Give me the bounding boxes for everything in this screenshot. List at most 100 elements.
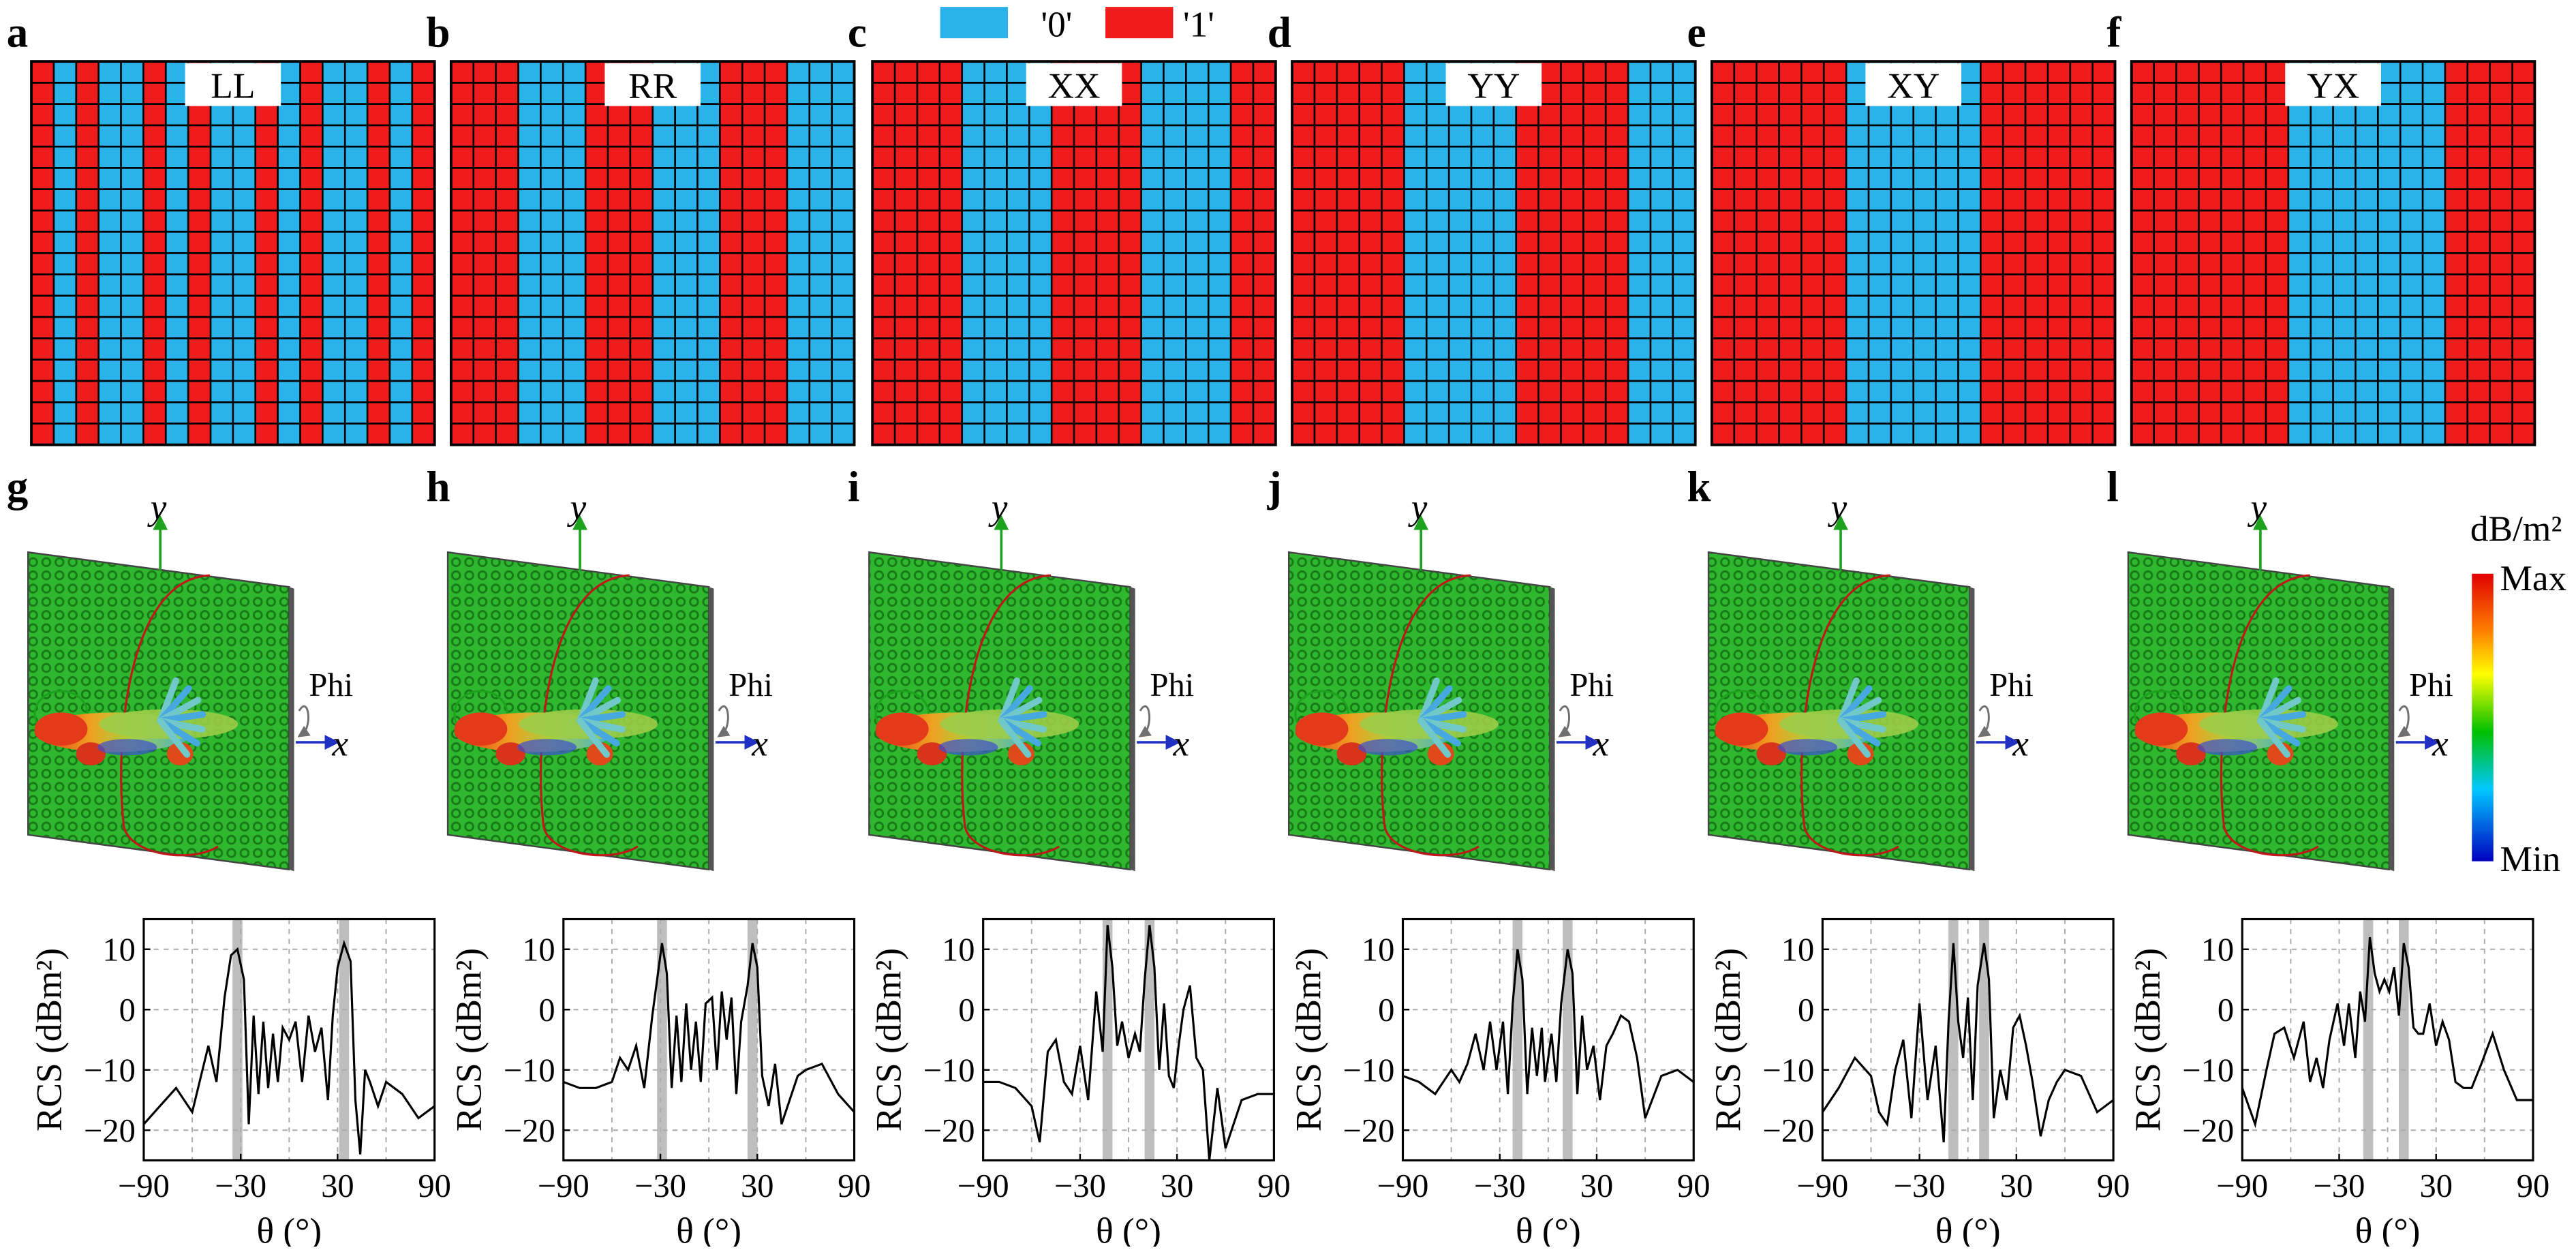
y-axis-label: y	[566, 487, 586, 528]
panel-frame	[2130, 60, 2536, 446]
panel-frame	[449, 60, 856, 446]
peak-lobe	[2267, 742, 2294, 766]
lobe-spike	[1837, 717, 1871, 758]
panel-letter: a	[7, 8, 29, 56]
rcs-chart-i: −90 −30 30 90 10 0 −10 −20 θ (°) RCS (dBm²)	[868, 917, 1291, 1250]
legend: '0' '1'	[940, 4, 1214, 45]
peak-lobe	[1847, 742, 1874, 766]
y-axis-label: y	[2247, 487, 2267, 528]
legend-swatch	[1105, 7, 1174, 39]
x-tick-label: −30	[1894, 1168, 1946, 1204]
plot-frame	[1401, 917, 1695, 1162]
plot-frame	[1821, 917, 2115, 1162]
elevation-circle	[1381, 574, 1479, 857]
elevation-circle	[539, 574, 639, 857]
y-tick-label: 0	[958, 992, 975, 1028]
x-tick-label: −90	[2216, 1168, 2268, 1204]
back-lobe	[2197, 739, 2258, 756]
highlight-band	[657, 919, 667, 1161]
x-tick-label: 30	[741, 1168, 773, 1204]
colorbar: dB/m² Max Min	[2470, 508, 2567, 879]
pattern-label-box	[1865, 63, 1962, 106]
x-tick-label: −90	[957, 1168, 1009, 1204]
x-tick-label: 30	[2000, 1168, 2033, 1204]
scattering-lobes	[1295, 677, 1499, 766]
plot-frame	[562, 917, 856, 1162]
pattern-label-box	[1026, 63, 1122, 106]
elevation-circle	[2220, 574, 2319, 857]
y-tick-label: −10	[84, 1053, 136, 1089]
y-axis-title: RCS (dBm²)	[868, 948, 908, 1131]
phi-label: Phi	[1989, 667, 2034, 703]
y-tick-label: −10	[1343, 1053, 1395, 1089]
pattern-label-box	[2285, 63, 2381, 106]
y-tick-label: −20	[2182, 1113, 2234, 1149]
x-axis-title: θ (°)	[2355, 1210, 2421, 1247]
plot-frame	[142, 917, 436, 1162]
phi-label: Phi	[1150, 667, 1195, 703]
y-tick-label: −10	[504, 1053, 555, 1089]
x-tick-label: −30	[2314, 1168, 2365, 1204]
rcs-chart-h: −90 −30 30 90 10 0 −10 −20 θ (°) RCS (dBm²)	[448, 917, 871, 1250]
x-axis-label: x	[2432, 722, 2449, 763]
colorbar-max-label: Max	[2500, 558, 2566, 598]
highlight-band	[1144, 919, 1155, 1161]
panel-frame	[30, 60, 436, 446]
phi-label: Phi	[2409, 667, 2453, 703]
coding-panel-d: YY d	[1268, 8, 1697, 446]
rcs-3d-panel-h: h y x Phi	[427, 463, 773, 872]
colorbar-unit: dB/m²	[2470, 508, 2562, 549]
y-tick-label: −20	[1762, 1113, 1814, 1149]
x-tick-label: 90	[2517, 1168, 2549, 1204]
colorbar-min-label: Min	[2500, 838, 2560, 879]
peak-lobe	[34, 712, 88, 746]
coding-panel-c: XX c	[848, 8, 1277, 446]
board-edge	[1130, 587, 1135, 872]
panel-frame	[1710, 60, 2117, 446]
y-tick-label: −20	[1343, 1113, 1395, 1149]
lobe-spike	[1417, 717, 1452, 758]
pattern-label-box	[1445, 63, 1542, 106]
phi-arrow	[1138, 705, 1152, 737]
scattering-lobes	[1715, 677, 1918, 766]
panel-letter: b	[427, 8, 450, 56]
plot-frame	[982, 917, 1275, 1162]
coding-panel-f: YX f	[2106, 8, 2536, 446]
pattern-label: YY	[1467, 65, 1520, 106]
panel-letter: f	[2106, 8, 2121, 56]
panel-frame	[1291, 60, 1697, 446]
rcs-chart-g: −90 −30 30 90 10 0 −10 −20 θ (°) RCS (dBm²)	[29, 917, 451, 1250]
rcs-3d-panel-l: l y x Phi	[2106, 463, 2453, 872]
rcs-3d-panel-g: g y x Phi	[7, 463, 353, 872]
back-lobe	[1777, 739, 1838, 756]
y-tick-label: 10	[102, 932, 135, 969]
panel-letter: k	[1687, 463, 1711, 510]
pattern-label: XX	[1047, 65, 1100, 106]
x-axis-label: x	[2012, 722, 2029, 763]
colorbar-gradient	[2472, 573, 2494, 862]
panel-letter: j	[1267, 463, 1282, 510]
y-tick-label: 0	[119, 992, 136, 1028]
panel-letter: l	[2106, 463, 2119, 510]
peak-lobe	[1715, 712, 1768, 746]
rcs-series-line	[1402, 949, 1695, 1119]
x-tick-label: 90	[1677, 1168, 1710, 1204]
rcs-3d-panel-j: j y x Phi	[1267, 463, 1614, 872]
y-tick-label: −20	[923, 1113, 975, 1149]
y-tick-label: −10	[1762, 1053, 1814, 1089]
pattern-label-box	[185, 63, 281, 106]
x-axis-title: θ (°)	[676, 1210, 741, 1247]
elevation-circle	[1800, 574, 1899, 857]
y-tick-label: 10	[2201, 932, 2234, 969]
scattering-lobes	[876, 677, 1079, 766]
x-axis-label: x	[1172, 722, 1189, 763]
rcs-chart-j: −90 −30 30 90 10 0 −10 −20 θ (°) RCS (dBm²)	[1287, 917, 1710, 1250]
plot-frame	[2241, 917, 2534, 1162]
x-tick-label: −90	[538, 1168, 589, 1204]
phi-arrow	[1978, 705, 1991, 737]
y-tick-label: −20	[84, 1113, 136, 1149]
x-tick-label: 90	[1257, 1168, 1290, 1204]
peak-lobe	[1427, 742, 1454, 766]
y-tick-label: 10	[522, 932, 555, 969]
